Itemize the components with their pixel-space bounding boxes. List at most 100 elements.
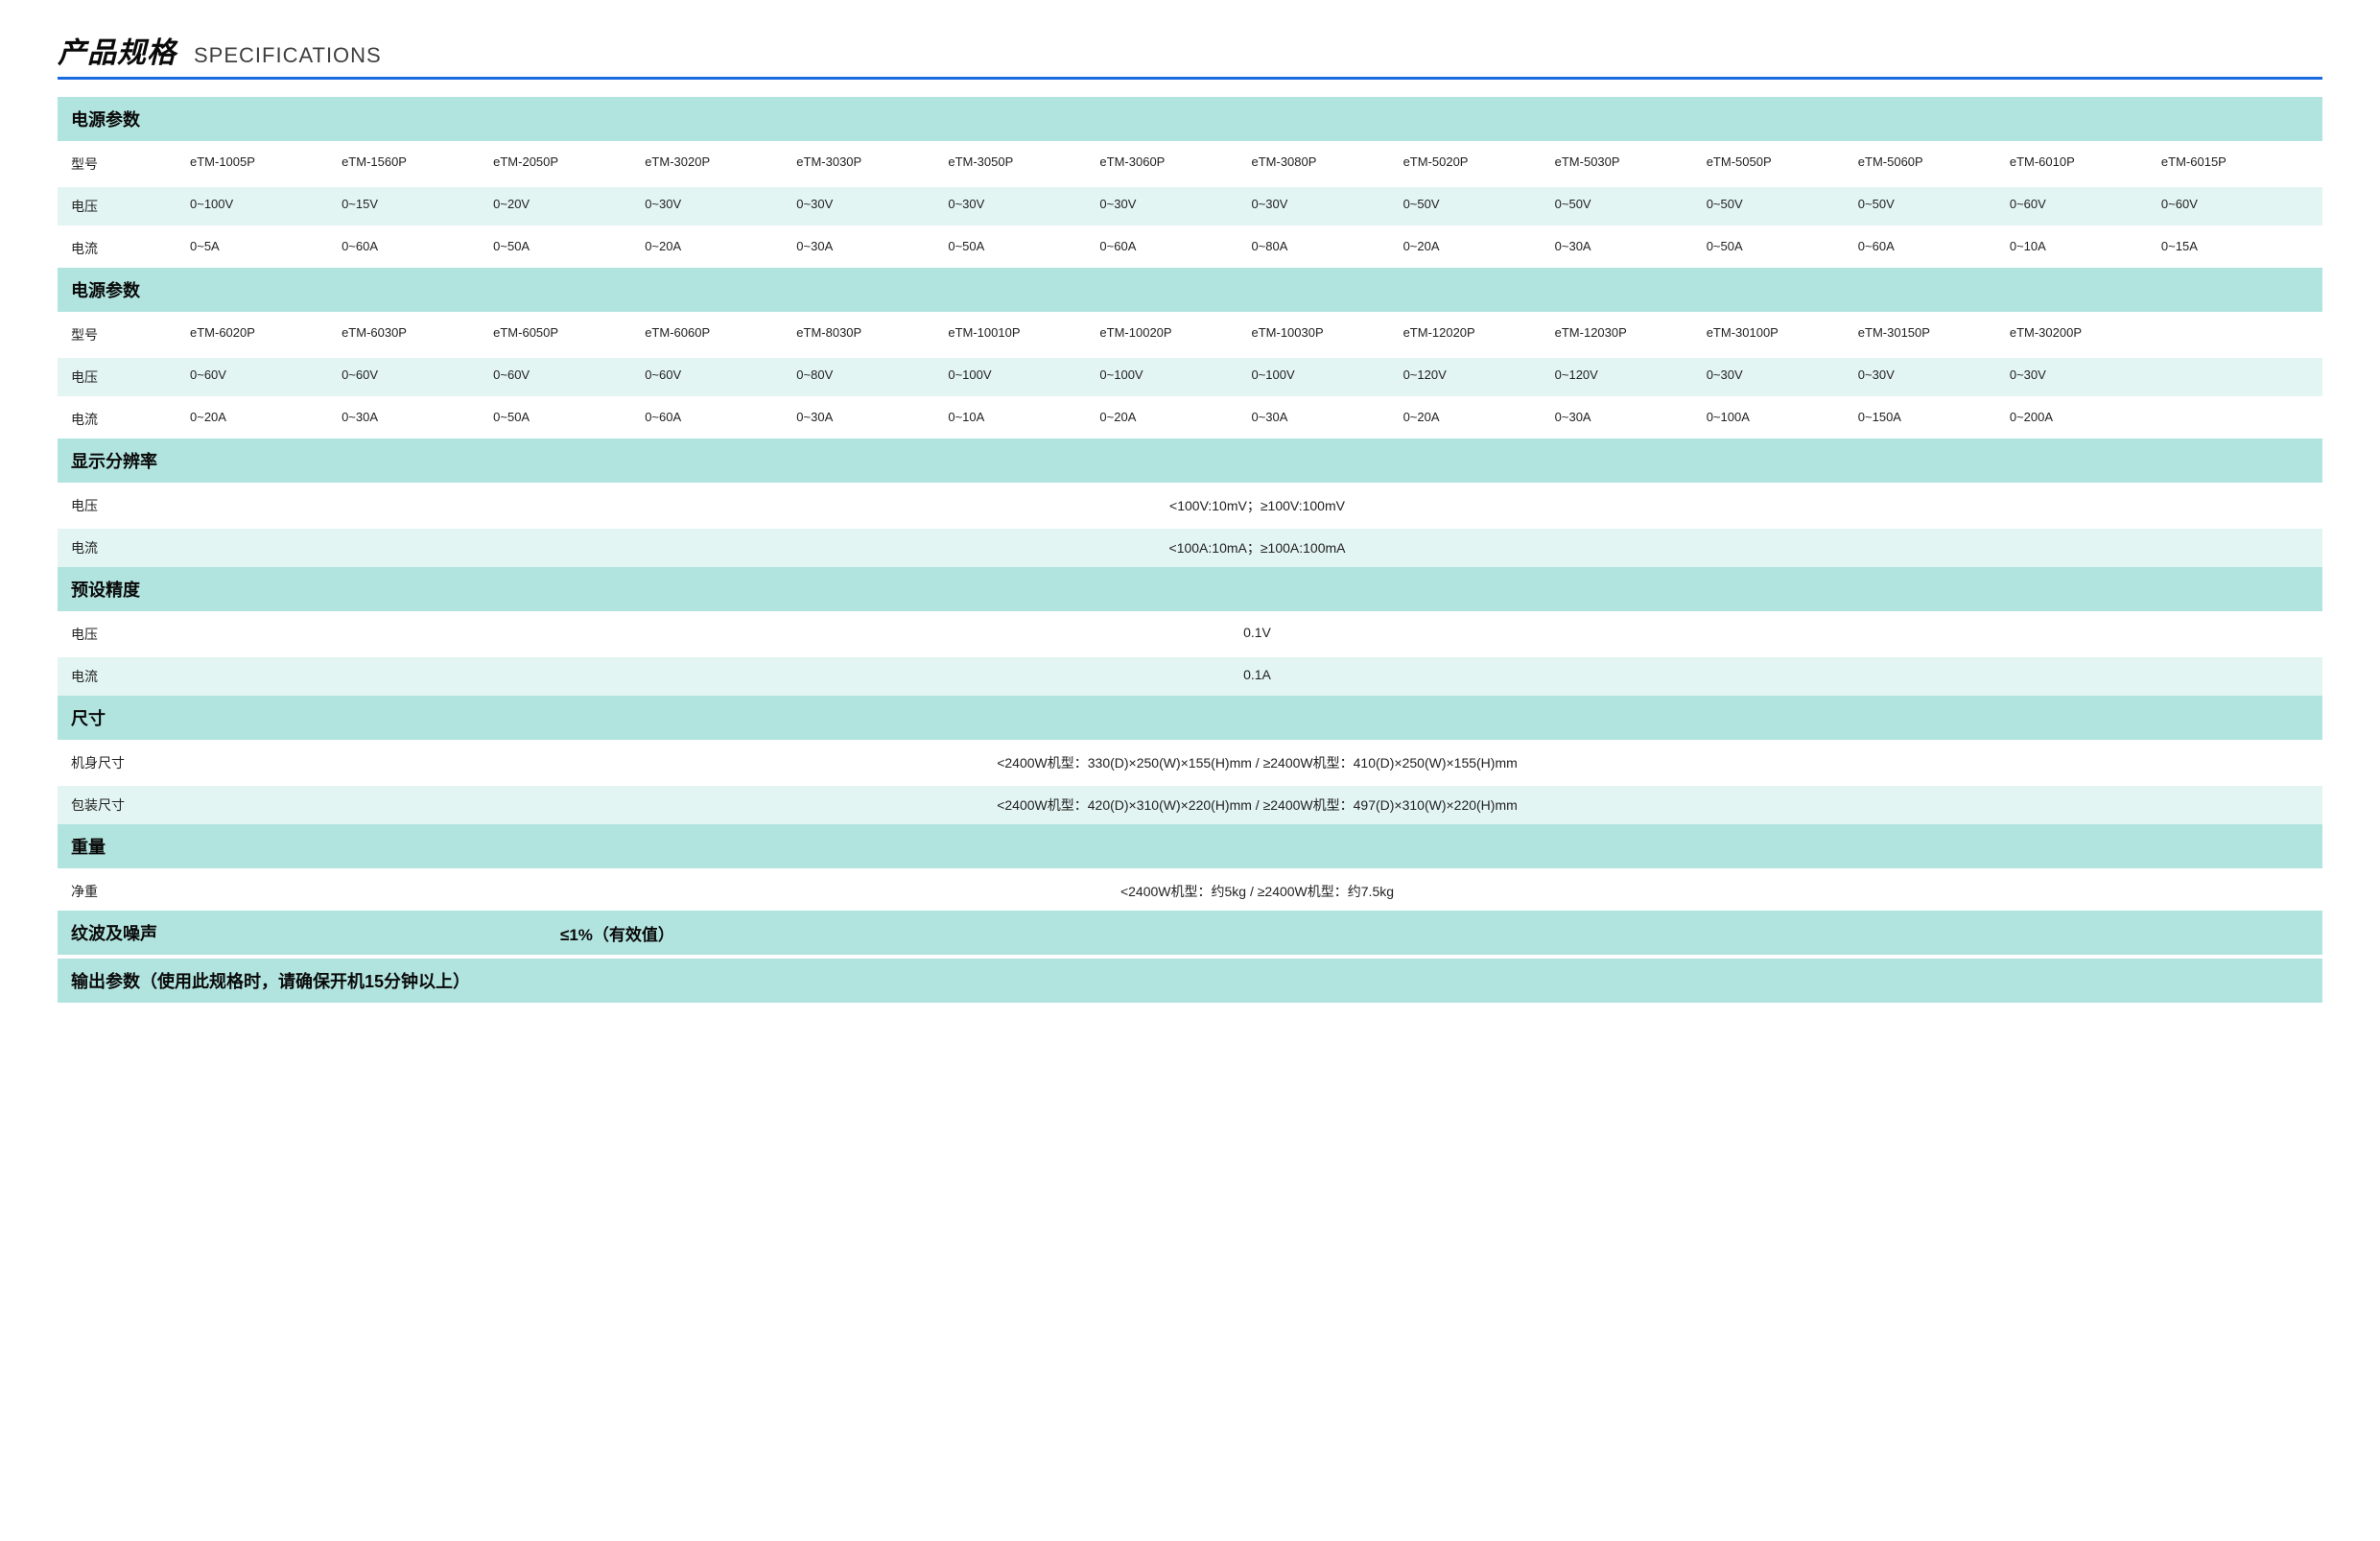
- row-label: 机身尺寸: [71, 753, 205, 772]
- cell: 0~50A: [948, 239, 1096, 258]
- cell: 0~15A: [2161, 239, 2309, 258]
- cell: 0~100A: [1707, 410, 1854, 429]
- page-title-row: 产品规格 SPECIFICATIONS: [58, 29, 2322, 80]
- section-display-res: 显示分辨率: [58, 439, 2322, 483]
- cell: eTM-10030P: [1251, 325, 1399, 344]
- cell: eTM-30100P: [1707, 325, 1854, 344]
- title-en: SPECIFICATIONS: [194, 43, 382, 68]
- cell: 0~15V: [342, 197, 489, 216]
- cell: eTM-5020P: [1403, 154, 1551, 174]
- row-label: 型号: [71, 154, 186, 174]
- cell: 0~50V: [1555, 197, 1703, 216]
- section-power1: 电源参数: [58, 97, 2322, 141]
- cell: 0~20A: [190, 410, 338, 429]
- cell: eTM-12020P: [1403, 325, 1551, 344]
- cell: 0~50A: [1707, 239, 1854, 258]
- cell: 0~30V: [645, 197, 792, 216]
- cell: 0~20A: [1403, 410, 1551, 429]
- cell: eTM-1560P: [342, 154, 489, 174]
- cell: eTM-10010P: [948, 325, 1096, 344]
- cell: 0~10A: [948, 410, 1096, 429]
- cell: 0~20V: [493, 197, 641, 216]
- cell: 0~100V: [1099, 367, 1247, 387]
- row-power1-voltages: 电压 0~100V 0~15V 0~20V 0~30V 0~30V 0~30V …: [58, 183, 2322, 225]
- section-ripple-note: ≤1%（有效值）: [560, 921, 674, 945]
- cell: 0~120V: [1403, 367, 1551, 387]
- cell: eTM-3080P: [1251, 154, 1399, 174]
- cell: eTM-30150P: [1858, 325, 2006, 344]
- cell: 0~30A: [796, 239, 944, 258]
- cell: 0~100V: [948, 367, 1096, 387]
- section-ripple: 纹波及噪声 ≤1%（有效值）: [58, 911, 2322, 955]
- cell: 0~50A: [493, 410, 641, 429]
- row-power1-currents: 电流 0~5A 0~60A 0~50A 0~20A 0~30A 0~50A 0~…: [58, 225, 2322, 268]
- row-value: 0.1A: [205, 667, 2309, 686]
- row-label: 电压: [71, 367, 186, 387]
- cell: 0~20A: [1099, 410, 1247, 429]
- section-preset: 预设精度: [58, 567, 2322, 611]
- cell: 0~30V: [796, 197, 944, 216]
- row-power1-models: 型号 eTM-1005P eTM-1560P eTM-2050P eTM-302…: [58, 141, 2322, 183]
- cell: eTM-1005P: [190, 154, 338, 174]
- cell: 0~50A: [493, 239, 641, 258]
- cell: 0~60V: [190, 367, 338, 387]
- row-label: 电流: [71, 538, 205, 557]
- row-label: 电压: [71, 625, 205, 644]
- cell: 0~50V: [1858, 197, 2006, 216]
- cell: eTM-5060P: [1858, 154, 2006, 174]
- row-value: <100A:10mA；≥100A:100mA: [205, 538, 2309, 557]
- row-value: <2400W机型：330(D)×250(W)×155(H)mm / ≥2400W…: [205, 753, 2309, 772]
- cell: 0~50V: [1403, 197, 1551, 216]
- row-value: <100V:10mV；≥100V:100mV: [205, 496, 2309, 515]
- cell: eTM-6050P: [493, 325, 641, 344]
- cell: eTM-3030P: [796, 154, 944, 174]
- cell: 0~30A: [1555, 410, 1703, 429]
- row-size-pack: 包装尺寸 <2400W机型：420(D)×310(W)×220(H)mm / ≥…: [58, 782, 2322, 824]
- cell: 0~60A: [645, 410, 792, 429]
- cell: 0~30A: [342, 410, 489, 429]
- cell: eTM-6020P: [190, 325, 338, 344]
- cell: 0~80A: [1251, 239, 1399, 258]
- row-label: 包装尺寸: [71, 795, 205, 815]
- section-ripple-title: 纹波及噪声: [71, 920, 157, 945]
- cell: 0~30A: [796, 410, 944, 429]
- cell: 0~30A: [1555, 239, 1703, 258]
- row-value: 0.1V: [205, 625, 2309, 644]
- row-weight-net: 净重 <2400W机型：约5kg / ≥2400W机型：约7.5kg: [58, 868, 2322, 911]
- cell: eTM-6015P: [2161, 154, 2309, 174]
- cell: eTM-5030P: [1555, 154, 1703, 174]
- cell: eTM-3050P: [948, 154, 1096, 174]
- row-label: 型号: [71, 325, 186, 344]
- cell: 0~60V: [2010, 197, 2157, 216]
- cell: 0~30V: [1251, 197, 1399, 216]
- cell: 0~30V: [2010, 367, 2157, 387]
- row-power2-models: 型号 eTM-6020P eTM-6030P eTM-6050P eTM-606…: [58, 312, 2322, 354]
- row-preset-voltage: 电压 0.1V: [58, 611, 2322, 653]
- specs-table: 电源参数 型号 eTM-1005P eTM-1560P eTM-2050P eT…: [58, 97, 2322, 1003]
- row-label: 电流: [71, 239, 186, 258]
- row-power2-voltages: 电压 0~60V 0~60V 0~60V 0~60V 0~80V 0~100V …: [58, 354, 2322, 396]
- section-weight: 重量: [58, 824, 2322, 868]
- row-dispres-voltage: 电压 <100V:10mV；≥100V:100mV: [58, 483, 2322, 525]
- cell: eTM-6030P: [342, 325, 489, 344]
- cell: 0~30V: [1858, 367, 2006, 387]
- row-label: 电压: [71, 496, 205, 515]
- cell: eTM-10020P: [1099, 325, 1247, 344]
- row-label: 净重: [71, 882, 205, 901]
- cell: 0~120V: [1555, 367, 1703, 387]
- row-value: <2400W机型：约5kg / ≥2400W机型：约7.5kg: [205, 882, 2309, 901]
- cell: 0~150A: [1858, 410, 2006, 429]
- row-label: 电流: [71, 667, 205, 686]
- cell: eTM-5050P: [1707, 154, 1854, 174]
- cell: 0~100V: [1251, 367, 1399, 387]
- cell: 0~60A: [1858, 239, 2006, 258]
- cell: 0~30V: [1099, 197, 1247, 216]
- cell: 0~30V: [1707, 367, 1854, 387]
- cell: eTM-30200P: [2010, 325, 2157, 344]
- row-dispres-current: 电流 <100A:10mA；≥100A:100mA: [58, 525, 2322, 567]
- cell: 0~5A: [190, 239, 338, 258]
- row-size-body: 机身尺寸 <2400W机型：330(D)×250(W)×155(H)mm / ≥…: [58, 740, 2322, 782]
- cell: 0~30A: [1251, 410, 1399, 429]
- cell: 0~100V: [190, 197, 338, 216]
- cell: eTM-2050P: [493, 154, 641, 174]
